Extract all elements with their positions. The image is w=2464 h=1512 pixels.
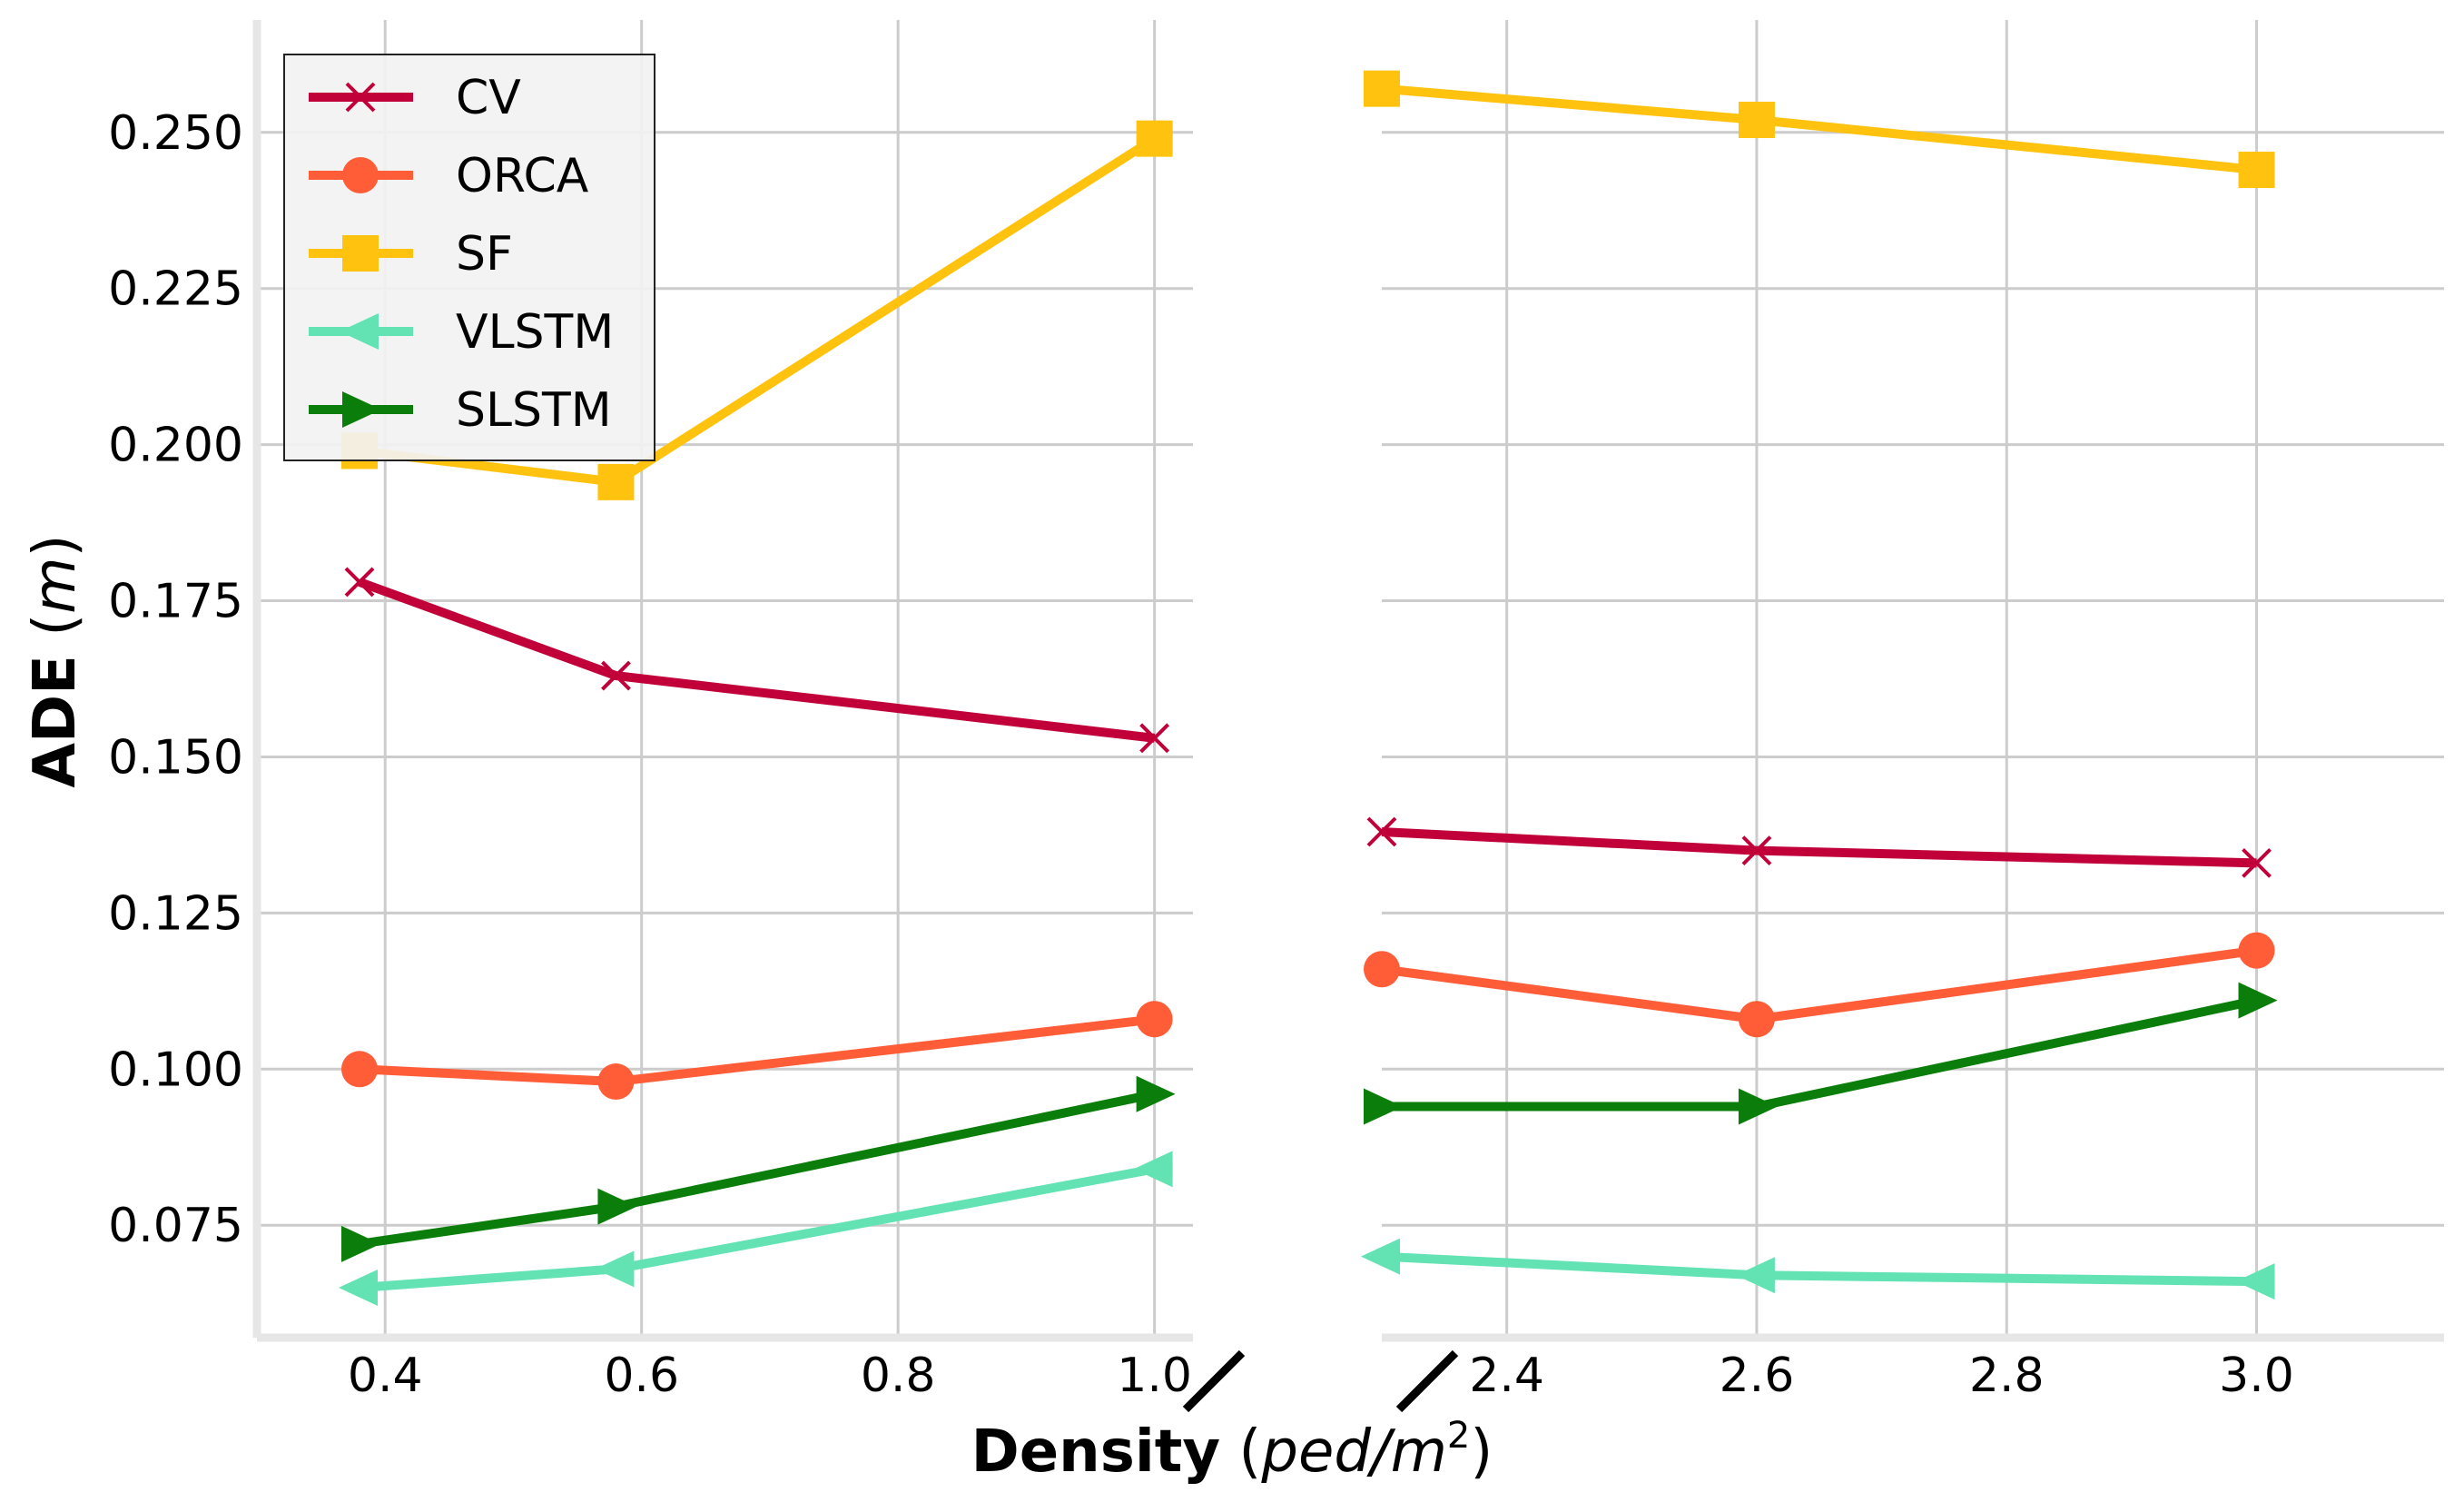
data-point xyxy=(1364,951,1400,988)
legend-label: ORCA xyxy=(456,149,589,203)
y-tick-label: 0.150 xyxy=(108,730,243,785)
x-axis-label-bold: Density xyxy=(971,1418,1220,1486)
data-point xyxy=(597,1188,637,1225)
series-line xyxy=(1381,1251,2257,1287)
legend-label: VLSTM xyxy=(456,305,614,360)
legend-item-sf: SF xyxy=(309,227,513,282)
data-point xyxy=(1735,1257,1775,1294)
x-tick-label: 2.4 xyxy=(1469,1349,1544,1403)
legend: CV ORCA SF VLSTM SLSTM xyxy=(283,54,655,461)
data-point xyxy=(2238,932,2275,969)
axes xyxy=(252,20,2444,1342)
data-point xyxy=(1738,1088,1778,1125)
x-axis-label-unit: ped/m xyxy=(1260,1418,1447,1486)
data-point xyxy=(342,235,379,272)
axis-break-marks xyxy=(1182,1349,1459,1413)
data-point xyxy=(597,463,635,500)
x-axis-label-unit-superscript: 2 xyxy=(1447,1415,1470,1457)
data-point xyxy=(1738,102,1775,139)
series-line xyxy=(1381,945,2258,1024)
legend-item-slstm: SLSTM xyxy=(309,383,612,438)
data-point xyxy=(1136,1001,1173,1038)
y-axis-label-unit: m xyxy=(22,557,89,613)
series-vlstm xyxy=(338,1151,2275,1306)
data-point xyxy=(344,567,375,598)
data-point xyxy=(2238,152,2275,189)
data-point xyxy=(340,1051,378,1088)
series-orca xyxy=(340,932,2275,1101)
series-layer xyxy=(338,70,2278,1306)
data-point xyxy=(2242,847,2272,878)
data-point xyxy=(340,313,379,350)
data-point xyxy=(595,1250,635,1288)
axis-break-mark-right xyxy=(1395,1349,1459,1413)
data-point xyxy=(1361,1238,1400,1275)
y-tick-label: 0.100 xyxy=(108,1043,243,1097)
data-point xyxy=(597,1063,635,1101)
data-point xyxy=(1139,723,1170,754)
data-point xyxy=(2238,982,2278,1019)
data-point xyxy=(342,391,381,428)
series-cv xyxy=(344,567,2272,878)
legend-items: CV ORCA SF VLSTM SLSTM xyxy=(309,71,614,438)
data-point xyxy=(1133,1151,1173,1188)
x-tick-label: 3.0 xyxy=(2219,1349,2294,1403)
y-axis-label: ADE (m) xyxy=(22,535,89,788)
y-tick-label: 0.250 xyxy=(108,106,243,161)
series-line xyxy=(1382,995,2258,1112)
legend-item-cv: CV xyxy=(309,71,521,125)
series-line xyxy=(1381,826,2257,868)
legend-item-vlstm: VLSTM xyxy=(309,305,614,360)
data-point xyxy=(1136,1075,1176,1112)
x-tick-label: 0.4 xyxy=(348,1349,423,1403)
series-line xyxy=(359,1089,1156,1249)
y-tick-label: 0.200 xyxy=(108,419,243,473)
legend-label: CV xyxy=(456,71,521,125)
data-point xyxy=(601,660,631,691)
data-point xyxy=(338,1269,378,1306)
y-tick-label: 0.225 xyxy=(108,262,243,317)
x-tick-label: 0.8 xyxy=(861,1349,936,1403)
data-point xyxy=(1738,1001,1775,1038)
x-tick-label: 1.0 xyxy=(1117,1349,1192,1403)
x-tick-label: 2.8 xyxy=(1969,1349,2045,1403)
data-point xyxy=(1366,816,1397,847)
series-slstm xyxy=(340,982,2278,1262)
data-point xyxy=(2235,1263,2275,1300)
data-point xyxy=(1136,120,1173,157)
data-point xyxy=(1741,835,1772,866)
data-point xyxy=(342,157,379,193)
data-point xyxy=(345,82,376,113)
x-tick-label: 0.6 xyxy=(604,1349,679,1403)
y-tick-label: 0.175 xyxy=(108,575,243,629)
legend-label: SF xyxy=(456,227,513,282)
x-axis-label: Density (ped/m2) xyxy=(971,1415,1493,1486)
series-line xyxy=(1381,84,2258,175)
legend-label: SLSTM xyxy=(456,383,612,438)
y-tick-label: 0.075 xyxy=(108,1199,243,1253)
x-tick-label: 2.6 xyxy=(1720,1349,1795,1403)
data-point xyxy=(1364,70,1400,107)
data-point xyxy=(340,1225,380,1262)
y-axis-label-bold: ADE xyxy=(22,655,89,787)
axis-break-mark-left xyxy=(1182,1349,1246,1413)
y-tick-label: 0.125 xyxy=(108,886,243,941)
tick-labels: 0.075 0.100 0.125 0.150 0.175 0.200 0.225 0.250… xyxy=(108,106,2294,1403)
series-line xyxy=(359,1014,1156,1087)
legend-item-orca: ORCA xyxy=(309,149,589,203)
data-point xyxy=(1364,1088,1403,1125)
series-line xyxy=(358,578,1156,743)
